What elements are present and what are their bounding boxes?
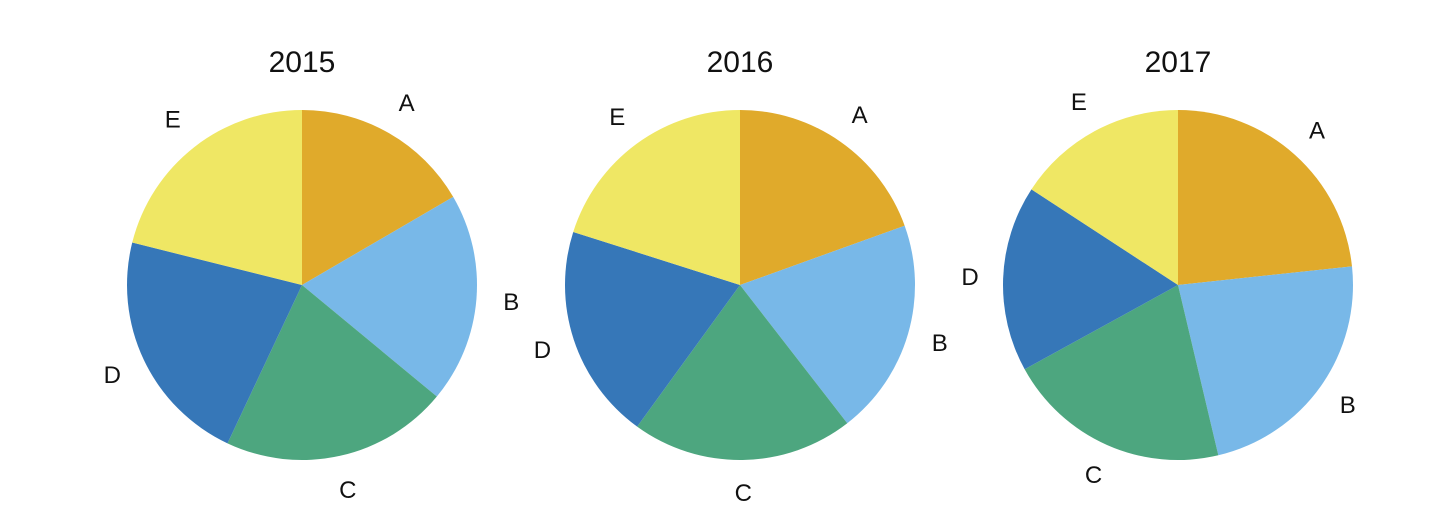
- slice-2017-B: [1178, 266, 1353, 456]
- slice-label-2016-B: B: [932, 330, 948, 357]
- slice-2015-E: [132, 110, 302, 285]
- slice-label-2016-D: D: [534, 337, 551, 364]
- slice-label-2015-D: D: [104, 362, 121, 389]
- slice-label-2015-E: E: [165, 107, 181, 134]
- slice-2015-D: [127, 242, 302, 444]
- pie-title-2016: 2016: [707, 46, 774, 79]
- slice-2017-A: [1178, 110, 1352, 285]
- slice-2016-A: [740, 110, 905, 285]
- slice-label-2016-A: A: [852, 102, 868, 129]
- slice-label-2015-A: A: [399, 90, 415, 117]
- slice-label-2017-E: E: [1071, 89, 1087, 116]
- slice-label-2015-B: B: [503, 289, 519, 316]
- slice-2016-B: [740, 225, 915, 424]
- slice-label-2017-A: A: [1309, 117, 1325, 144]
- slice-2015-B: [302, 196, 478, 397]
- slice-2016-C: [637, 285, 848, 461]
- slice-label-2017-B: B: [1340, 392, 1356, 419]
- pie-chart-2015: 2015 A B C D E: [104, 46, 520, 504]
- pie-title-2015: 2015: [269, 46, 336, 79]
- pie-title-2017: 2017: [1145, 46, 1212, 79]
- slice-2017-C: [1024, 285, 1219, 460]
- slice-2016-E: [573, 110, 740, 285]
- pie-chart-2016: 2016 A B C D E: [534, 46, 948, 507]
- slice-2016-D: [565, 231, 740, 427]
- slice-2017-D: [1002, 189, 1178, 370]
- slice-label-2016-E: E: [609, 104, 625, 131]
- slice-label-2017-C: C: [1085, 462, 1102, 489]
- pie-chart-2017: 2017 A B C D E: [961, 46, 1355, 489]
- slice-2015-C: [227, 285, 437, 460]
- slice-2015-A: [302, 110, 454, 285]
- slice-label-2015-C: C: [339, 477, 356, 504]
- slice-label-2017-D: D: [961, 264, 978, 291]
- slice-2017-E: [1031, 109, 1178, 285]
- slice-label-2016-C: C: [735, 480, 752, 507]
